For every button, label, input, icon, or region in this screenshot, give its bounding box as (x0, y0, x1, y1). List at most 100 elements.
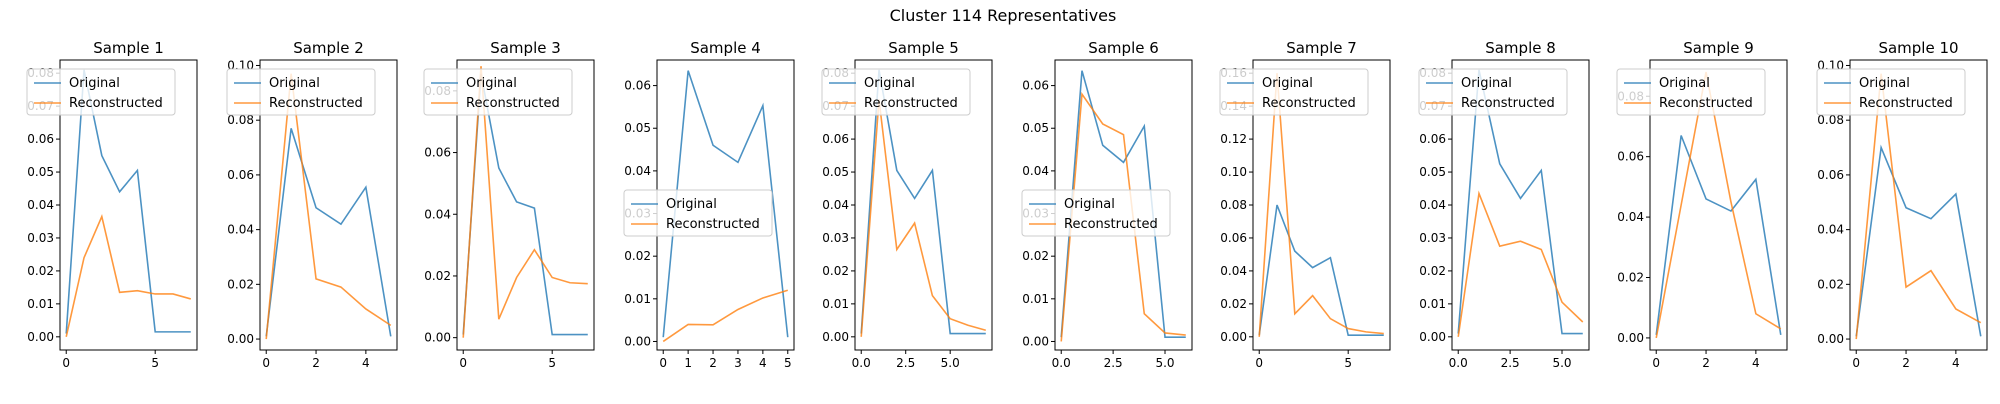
series-line-original (1655, 135, 1782, 336)
y-tick-label: 0.00 (1617, 331, 1644, 345)
x-tick-label: 0 (1652, 356, 1660, 370)
series-line-reconstructed (65, 213, 191, 337)
subplot-5: Sample 50.000.010.020.030.040.050.060.07… (821, 39, 993, 370)
y-tick-label: 0.02 (1220, 297, 1247, 311)
legend-label-original: Original (864, 76, 915, 91)
y-tick-label: 0.00 (822, 330, 849, 344)
y-tick-label: 0.01 (27, 297, 54, 311)
y-tick-label: 0.04 (1022, 164, 1049, 178)
y-tick-label: 0.00 (1022, 334, 1049, 348)
y-tick-label: 0.00 (624, 334, 651, 348)
x-tick-label: 0.0 (1449, 356, 1468, 370)
legend-box (623, 189, 773, 237)
y-tick-label: 0.05 (624, 121, 651, 135)
subplot-7: Sample 70.000.020.040.060.080.100.120.14… (1219, 39, 1391, 370)
x-tick-label: 5 (151, 356, 159, 370)
y-tick-label: 0.00 (227, 332, 254, 346)
x-tick-label: 4 (362, 356, 370, 370)
axes-frame (456, 59, 595, 351)
x-tick-label: 5 (784, 356, 792, 370)
legend-label-reconstructed: Reconstructed (466, 96, 560, 111)
legend-label-original: Original (1262, 76, 1313, 91)
x-tick-label: 0.0 (1052, 356, 1071, 370)
y-tick-label: 0.03 (1419, 231, 1446, 245)
y-tick-label: 0.02 (424, 269, 451, 283)
x-tick-label: 0 (262, 356, 270, 370)
subplot-6: Sample 60.000.010.020.030.040.050.060.02… (1021, 39, 1193, 370)
legend-label-original: Original (666, 197, 717, 212)
y-tick-label: 0.04 (1817, 223, 1844, 237)
subplot-title: Sample 3 (490, 39, 561, 57)
series-line-original (1855, 144, 1982, 337)
subplot-1: Sample 10.000.010.020.030.040.050.060.07… (26, 39, 198, 370)
y-tick-label: 0.06 (227, 168, 254, 182)
y-tick-label: 0.04 (227, 223, 254, 237)
y-tick-label: 0.00 (1419, 330, 1446, 344)
x-tick-label: 1 (684, 356, 692, 370)
subplot-title: Sample 10 (1878, 39, 1958, 57)
y-tick-label: 0.12 (1220, 132, 1247, 146)
legend-label-reconstructed: Reconstructed (269, 96, 363, 111)
subplot-title: Sample 6 (1088, 39, 1159, 57)
legend-label-original: Original (269, 76, 320, 91)
y-tick-label: 0.08 (227, 113, 254, 127)
y-tick-label: 0.08 (1817, 113, 1844, 127)
y-tick-label: 0.06 (424, 146, 451, 160)
legend-label-reconstructed: Reconstructed (864, 96, 958, 111)
series-line-reconstructed (1457, 190, 1584, 337)
subplot-title: Sample 4 (690, 39, 761, 57)
legend-box (423, 68, 573, 116)
x-tick-label: 0.0 (852, 356, 871, 370)
legend-box (1021, 189, 1171, 237)
legend: Original Reconstructed (821, 68, 971, 116)
subplot-3: Sample 30.000.020.040.060.0805OriginalRe… (423, 39, 595, 370)
y-tick-label: 0.04 (424, 207, 451, 221)
x-tick-label: 5.0 (941, 356, 960, 370)
y-tick-label: 0.10 (1220, 165, 1247, 179)
legend-label-original: Original (1659, 76, 1710, 91)
y-tick-label: 0.02 (624, 249, 651, 263)
axes-frame (259, 59, 398, 351)
y-tick-label: 0.03 (822, 231, 849, 245)
legend: Original Reconstructed (1021, 189, 1171, 237)
subplot-9: Sample 90.000.020.040.060.08024OriginalR… (1616, 39, 1788, 370)
y-tick-label: 0.04 (1617, 210, 1644, 224)
axes-frame (1649, 59, 1788, 351)
y-tick-label: 0.06 (1220, 231, 1247, 245)
legend: Original Reconstructed (1418, 68, 1568, 116)
y-tick-label: 0.02 (1817, 277, 1844, 291)
y-tick-label: 0.02 (27, 264, 54, 278)
series-line-original (265, 128, 392, 337)
series-line-reconstructed (1060, 91, 1186, 342)
legend-box (1418, 68, 1568, 116)
subplot-title: Sample 1 (93, 39, 164, 57)
y-tick-label: 0.00 (1817, 332, 1844, 346)
legend: Original Reconstructed (1219, 68, 1369, 116)
y-tick-label: 0.04 (1220, 264, 1247, 278)
legend-box (1816, 68, 1966, 116)
legend: Original Reconstructed (623, 189, 773, 237)
x-tick-label: 0 (1255, 356, 1263, 370)
x-tick-label: 4 (1952, 356, 1960, 370)
legend-label-reconstructed: Reconstructed (1461, 96, 1555, 111)
legend-label-original: Original (1064, 197, 1115, 212)
x-tick-label: 2 (1702, 356, 1710, 370)
legend: Original Reconstructed (226, 68, 376, 116)
x-tick-label: 2 (312, 356, 320, 370)
y-tick-label: 0.06 (624, 79, 651, 93)
x-tick-label: 4 (1752, 356, 1760, 370)
legend-box (26, 68, 176, 116)
y-tick-label: 0.06 (1817, 168, 1844, 182)
subplot-10: Sample 100.000.020.040.060.080.100 2 4Orig… (1816, 39, 1988, 370)
y-tick-label: 0.05 (27, 165, 54, 179)
x-tick-label: 2 (709, 356, 717, 370)
y-tick-label: 0.02 (1617, 271, 1644, 285)
y-tick-label: 0.05 (1419, 165, 1446, 179)
x-tick-label: 2 (1902, 356, 1910, 370)
subplot-title: Sample 7 (1286, 39, 1357, 57)
legend-label-original: Original (69, 76, 120, 91)
y-tick-label: 0.04 (822, 198, 849, 212)
y-tick-label: 0.06 (1419, 132, 1446, 146)
